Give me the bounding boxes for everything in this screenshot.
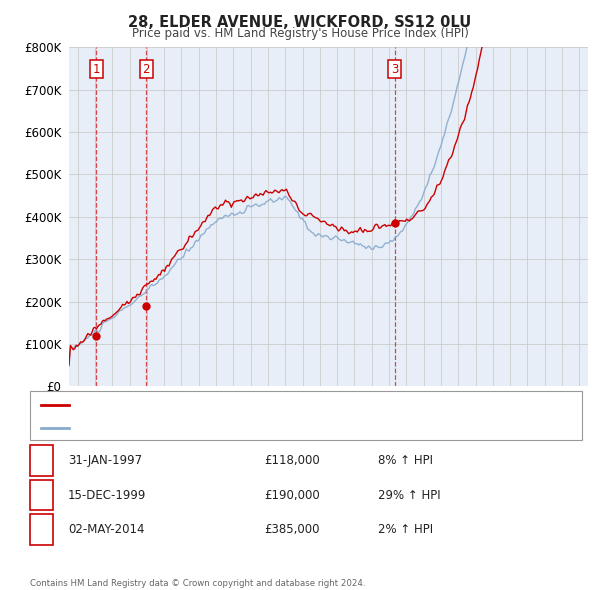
Text: 29% ↑ HPI: 29% ↑ HPI: [378, 489, 440, 502]
Text: £118,000: £118,000: [264, 454, 320, 467]
Text: HPI: Average price, detached house, Basildon: HPI: Average price, detached house, Basi…: [75, 423, 324, 433]
Text: 02-MAY-2014: 02-MAY-2014: [68, 523, 145, 536]
Text: 3: 3: [391, 63, 398, 76]
Text: 1: 1: [92, 63, 100, 76]
Text: 8% ↑ HPI: 8% ↑ HPI: [378, 454, 433, 467]
Text: 28, ELDER AVENUE, WICKFORD, SS12 0LU: 28, ELDER AVENUE, WICKFORD, SS12 0LU: [128, 15, 472, 30]
Text: 1: 1: [37, 454, 46, 467]
Text: Price paid vs. HM Land Registry's House Price Index (HPI): Price paid vs. HM Land Registry's House …: [131, 27, 469, 40]
Text: 2: 2: [37, 489, 46, 502]
Text: £190,000: £190,000: [264, 489, 320, 502]
Text: 31-JAN-1997: 31-JAN-1997: [68, 454, 142, 467]
Text: 28, ELDER AVENUE, WICKFORD, SS12 0LU (detached house): 28, ELDER AVENUE, WICKFORD, SS12 0LU (de…: [75, 399, 404, 409]
Text: 3: 3: [37, 523, 46, 536]
Text: 2: 2: [142, 63, 150, 76]
Text: 15-DEC-1999: 15-DEC-1999: [68, 489, 146, 502]
Text: £385,000: £385,000: [264, 523, 320, 536]
Text: Contains HM Land Registry data © Crown copyright and database right 2024.
This d: Contains HM Land Registry data © Crown c…: [30, 579, 365, 590]
Text: 2% ↑ HPI: 2% ↑ HPI: [378, 523, 433, 536]
